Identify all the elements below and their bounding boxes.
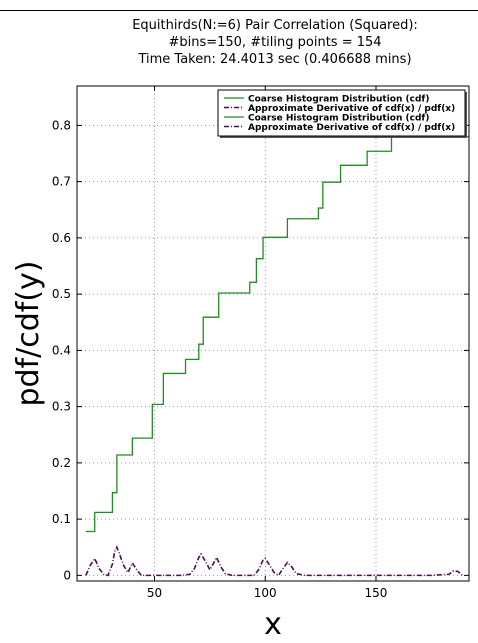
x-tick-label: 150 <box>365 586 388 600</box>
y-tick-label: 0 <box>63 568 71 582</box>
chart-marks <box>85 135 469 577</box>
legend-box <box>217 89 466 137</box>
y-tick-label: 0.5 <box>52 287 71 301</box>
x-tick-label: 50 <box>147 586 162 600</box>
chart-title-line-3: Time Taken: 24.4013 sec (0.406688 mins) <box>138 52 412 67</box>
chart-title-line-2: #bins=150, #tiling points = 154 <box>168 35 382 50</box>
y-tick-label: 0.2 <box>52 456 71 470</box>
plot-frame <box>76 85 470 582</box>
x-axis-label: x <box>264 607 282 642</box>
cdf-step-line <box>85 135 469 533</box>
y-tick-label: 0.8 <box>52 118 71 132</box>
y-tick-label: 0.3 <box>52 400 71 414</box>
pdf-derivative-line <box>85 545 463 577</box>
axis-ticks: 50 100 150 0 0.1 0.2 0.3 0.4 0.5 0.6 0.7 0.8 <box>52 86 469 600</box>
legend-entry-label: Coarse Histogram Distribution (cdf) <box>248 95 429 105</box>
y-tick-label: 0.4 <box>52 343 71 357</box>
legend-entry-label: Coarse Histogram Distribution (cdf) <box>248 114 429 124</box>
grid-lines <box>77 86 469 581</box>
y-tick-label: 0.7 <box>52 175 71 189</box>
y-tick-label: 0.1 <box>52 512 71 526</box>
chart-title-line-1: Equithirds(N:=6) Pair Correlation (Squar… <box>132 18 418 33</box>
y-axis-label: pdf/cdf(y) <box>11 260 46 406</box>
legend-entry-label: Approximate Derivative of cdf(x) / pdf(x… <box>248 123 455 133</box>
x-tick-label: 100 <box>254 586 277 600</box>
legend-entry-label: Approximate Derivative of cdf(x) / pdf(x… <box>248 104 455 114</box>
y-tick-label: 0.6 <box>52 231 71 245</box>
legend: Coarse Histogram Distribution (cdf)Appro… <box>217 89 467 138</box>
top-border-line <box>0 10 478 11</box>
